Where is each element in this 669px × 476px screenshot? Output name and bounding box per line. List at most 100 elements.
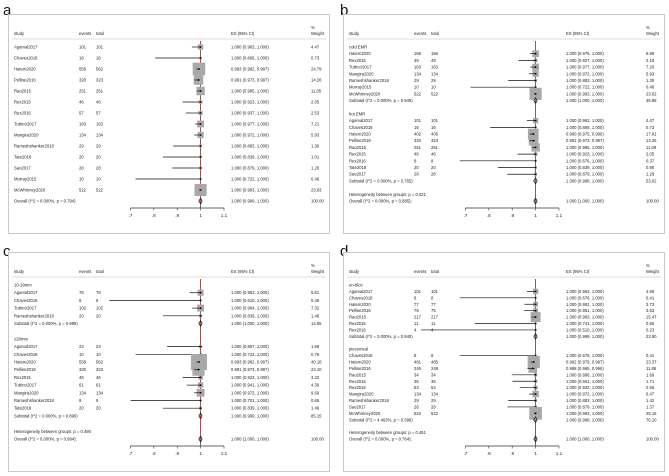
weight-value: 1.42 — [646, 398, 655, 403]
events-value: 16 — [79, 56, 84, 61]
point-estimate — [532, 361, 535, 363]
study-label: Rex2015 — [14, 375, 31, 380]
events-value: 6 — [79, 298, 82, 303]
total-value: 29 — [431, 398, 436, 403]
weight-value: 1.71 — [646, 379, 655, 384]
panel-letter-c: c — [3, 243, 11, 260]
subtotal-label: Subtotal (I^2 = 0.000%, p = 0.989) — [14, 321, 78, 326]
study-label: McWhinney2020 — [14, 188, 46, 193]
weight-value: 1.46 — [311, 406, 320, 411]
events-value: 101 — [79, 45, 87, 50]
es-ci-value: 1.000 (0.953, 1.000) — [231, 290, 269, 295]
events-value: 558 — [79, 360, 87, 365]
es-ci-value: 1.000 (0.999, 1.000) — [231, 413, 269, 418]
es-ci-value: 1.000 (0.722, 1.000) — [231, 177, 269, 182]
total-value: 78 — [96, 290, 101, 295]
header-percent: % — [646, 25, 650, 30]
total-value: 251 — [96, 89, 104, 94]
es-ci-value: 1.000 (0.963, 1.000) — [566, 289, 604, 294]
study-label: Pellise2016 — [349, 138, 371, 143]
study-label: Rex2015 — [349, 152, 366, 157]
events-value: 522 — [414, 91, 422, 96]
x-tick-label: 1 — [199, 213, 202, 218]
study-label: Rao2015 — [349, 315, 367, 320]
total-value: 35 — [431, 379, 436, 384]
events-value: 320 — [79, 367, 87, 372]
point-estimate — [197, 79, 200, 81]
study-label: Tutticci2017 — [14, 383, 37, 388]
total-value: 562 — [96, 360, 104, 365]
es-ci-value: 1.000 (1.000, 1.000) — [231, 321, 269, 326]
events-value: 46 — [414, 152, 419, 157]
point-estimate — [534, 296, 537, 299]
weight-value: 0.41 — [646, 295, 655, 300]
es-ci-value: 1.000 (0.883, 1.000) — [566, 398, 604, 403]
es-ci-value: 1.000 (0.972, 1.000) — [566, 392, 604, 397]
events-value: 320 — [414, 138, 422, 143]
events-value: 28 — [79, 166, 84, 171]
events-value: 134 — [79, 390, 87, 395]
events-value: 251 — [79, 89, 87, 94]
weight-value: 23.03 — [311, 188, 322, 193]
es-ci-value: 1.000 (0.964, 1.000) — [231, 306, 269, 311]
subtotal-diamond — [533, 416, 538, 424]
total-value: 251 — [431, 145, 439, 150]
subgroup-label: cold EMR — [349, 45, 367, 50]
point-estimate — [534, 92, 537, 95]
weight-value: 1.20 — [311, 166, 320, 171]
overall-label: Overall (I^2 = 0.000%, p = 0.994); — [14, 437, 77, 442]
weight-value: 3.32 — [311, 375, 320, 380]
header-percent: % — [311, 25, 315, 30]
weight-value: 2.53 — [311, 111, 320, 116]
events-value: 4 — [414, 327, 417, 332]
header-es: ES (95% CI) — [566, 269, 590, 274]
weight-value: 1.46 — [311, 313, 320, 318]
point-estimate — [198, 68, 200, 70]
total-value: 8 — [431, 353, 434, 358]
es-ci-value: 1.000 (0.676, 1.000) — [566, 295, 604, 300]
subtotal-diamond — [198, 319, 203, 328]
weight-value: 0.55 — [646, 321, 655, 326]
events-value: 522 — [79, 188, 87, 193]
study-label: Rex2016 — [349, 379, 366, 384]
events-value: 46 — [79, 375, 84, 380]
subtotal-diamond — [533, 177, 538, 185]
events-value: 16 — [414, 125, 419, 130]
x-tick-label: 1 — [199, 451, 202, 456]
study-label: Rex2015 — [349, 58, 366, 63]
x-tick-label: .8 — [152, 451, 156, 456]
point-estimate — [534, 386, 537, 389]
total-value: 10 — [96, 177, 101, 182]
point-estimate — [534, 119, 537, 122]
total-value: 134 — [431, 71, 439, 76]
x-tick-label: 1 — [534, 213, 537, 218]
events-value: 8 — [414, 295, 417, 300]
header-total: total — [96, 269, 104, 274]
point-estimate — [534, 329, 537, 331]
total-value: 75 — [431, 308, 436, 313]
es-ci-value: 0.988 (0.965, 0.996) — [566, 366, 604, 371]
point-estimate — [199, 299, 202, 302]
total-value: 163 — [96, 122, 104, 127]
overall-diamond — [198, 197, 203, 205]
header-es: ES (95% CI) — [566, 31, 590, 36]
es-ci-value: 1.000 (0.993, 1.000) — [566, 411, 604, 416]
x-tick-label: .9 — [510, 213, 514, 218]
study-label: Rameshshanker2018 — [14, 398, 54, 403]
header-percent: % — [311, 263, 315, 268]
point-estimate — [534, 52, 537, 55]
weight-value: 1.26 — [646, 172, 655, 177]
point-estimate — [199, 123, 202, 125]
x-tick-label: 1.1 — [556, 213, 563, 218]
weight-value: 2.05 — [311, 100, 320, 105]
point-estimate — [534, 303, 537, 306]
study-label: Rameshshanker2018 — [349, 78, 389, 83]
total-value: 134 — [96, 390, 104, 395]
total-value: 23 — [96, 344, 101, 349]
point-estimate — [534, 316, 537, 318]
weight-value: 0.90 — [646, 165, 655, 170]
total-value: 10 — [431, 85, 436, 90]
point-estimate — [199, 46, 202, 48]
total-value: 163 — [431, 65, 439, 70]
weight-value: 0.73 — [311, 56, 320, 61]
